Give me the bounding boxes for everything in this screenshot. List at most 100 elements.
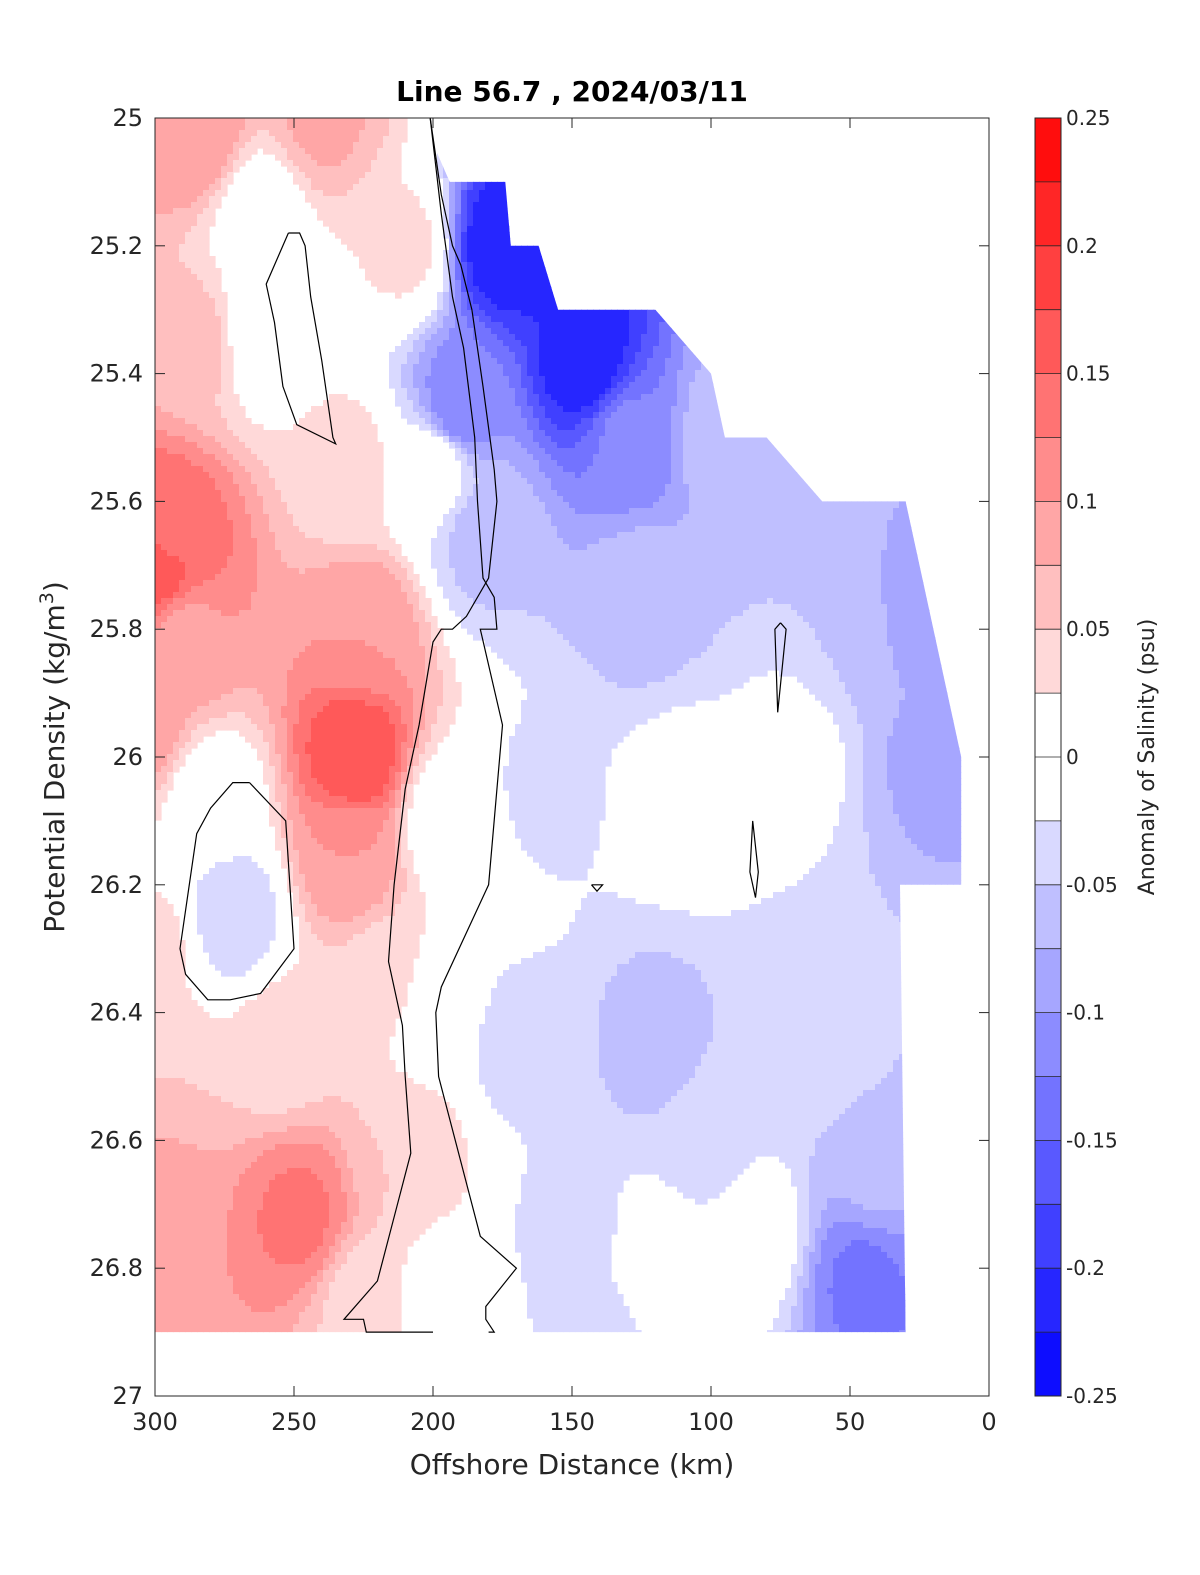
field-cell: [545, 298, 552, 305]
field-cell: [401, 256, 408, 263]
field-cell: [191, 274, 198, 281]
field-cell: [557, 358, 564, 365]
field-cell: [221, 130, 228, 137]
field-cell: [569, 340, 576, 347]
field-cell: [365, 124, 372, 131]
field-cell: [389, 160, 396, 167]
field-cell: [455, 304, 462, 311]
field-cell: [401, 184, 408, 191]
field-cell: [227, 178, 234, 185]
field-cell: [173, 322, 180, 329]
field-cell: [377, 136, 384, 143]
field-cell: [245, 142, 252, 149]
field-cell: [239, 124, 246, 131]
field-cell: [197, 262, 204, 269]
field-cell: [521, 298, 528, 305]
field-cell: [173, 250, 180, 257]
field-cell: [317, 160, 324, 167]
field-cell: [191, 304, 198, 311]
field-cell: [527, 322, 534, 329]
field-cell: [365, 172, 372, 179]
field-cell: [383, 190, 390, 197]
field-cell: [245, 136, 252, 143]
field-cell: [503, 322, 510, 329]
field-cell: [563, 352, 570, 359]
field-cell: [683, 346, 690, 353]
field-cell: [431, 364, 438, 371]
field-cell: [611, 370, 618, 377]
field-cell: [173, 346, 180, 353]
field-cell: [485, 250, 492, 257]
field-cell: [617, 316, 624, 323]
field-cell: [527, 364, 534, 371]
field-cell: [395, 184, 402, 191]
field-cell: [515, 328, 522, 335]
field-cell: [515, 274, 522, 281]
field-cell: [509, 298, 516, 305]
field-cell: [251, 136, 258, 143]
field-cell: [407, 280, 414, 287]
field-cell: [209, 256, 216, 263]
field-cell: [623, 334, 630, 341]
field-cell: [509, 340, 516, 347]
field-cell: [491, 232, 498, 239]
field-cell: [473, 232, 480, 239]
field-cell: [359, 220, 366, 227]
field-cell: [419, 250, 426, 257]
field-cell: [623, 340, 630, 347]
field-cell: [173, 148, 180, 155]
field-cell: [467, 316, 474, 323]
field-cell: [335, 166, 342, 173]
field-cell: [197, 328, 204, 335]
field-cell: [317, 124, 324, 131]
field-cell: [335, 232, 342, 239]
field-cell: [413, 280, 420, 287]
field-cell: [401, 358, 408, 365]
field-cell: [365, 268, 372, 275]
field-cell: [335, 136, 342, 143]
field-cell: [449, 352, 456, 359]
field-cell: [533, 292, 540, 299]
field-cell: [521, 316, 528, 323]
field-cell: [635, 370, 642, 377]
field-cell: [389, 358, 396, 365]
field-cell: [215, 196, 222, 203]
field-cell: [485, 370, 492, 377]
field-cell: [545, 310, 552, 317]
field-cell: [383, 124, 390, 131]
field-cell: [455, 364, 462, 371]
field-cell: [575, 334, 582, 341]
field-cell: [449, 334, 456, 341]
field-cell: [377, 148, 384, 155]
field-cell: [161, 202, 168, 209]
field-cell: [611, 340, 618, 347]
field-cell: [161, 244, 168, 251]
field-cell: [371, 136, 378, 143]
field-cell: [587, 322, 594, 329]
field-cell: [545, 352, 552, 359]
field-cell: [173, 298, 180, 305]
field-cell: [155, 232, 162, 239]
field-cell: [479, 190, 486, 197]
field-cell: [173, 262, 180, 269]
field-cell: [461, 184, 468, 191]
field-cell: [197, 370, 204, 377]
field-cell: [521, 304, 528, 311]
field-cell: [455, 286, 462, 293]
field-cell: [371, 190, 378, 197]
field-cell: [491, 328, 498, 335]
field-cell: [203, 196, 210, 203]
field-cell: [593, 340, 600, 347]
field-cell: [485, 334, 492, 341]
field-cell: [377, 130, 384, 137]
field-cell: [461, 304, 468, 311]
field-cell: [413, 220, 420, 227]
field-cell: [209, 322, 216, 329]
field-cell: [413, 226, 420, 233]
field-cell: [293, 178, 300, 185]
field-cell: [359, 154, 366, 161]
field-cell: [215, 358, 222, 365]
field-cell: [185, 340, 192, 347]
field-cell: [533, 334, 540, 341]
field-cell: [629, 310, 636, 317]
